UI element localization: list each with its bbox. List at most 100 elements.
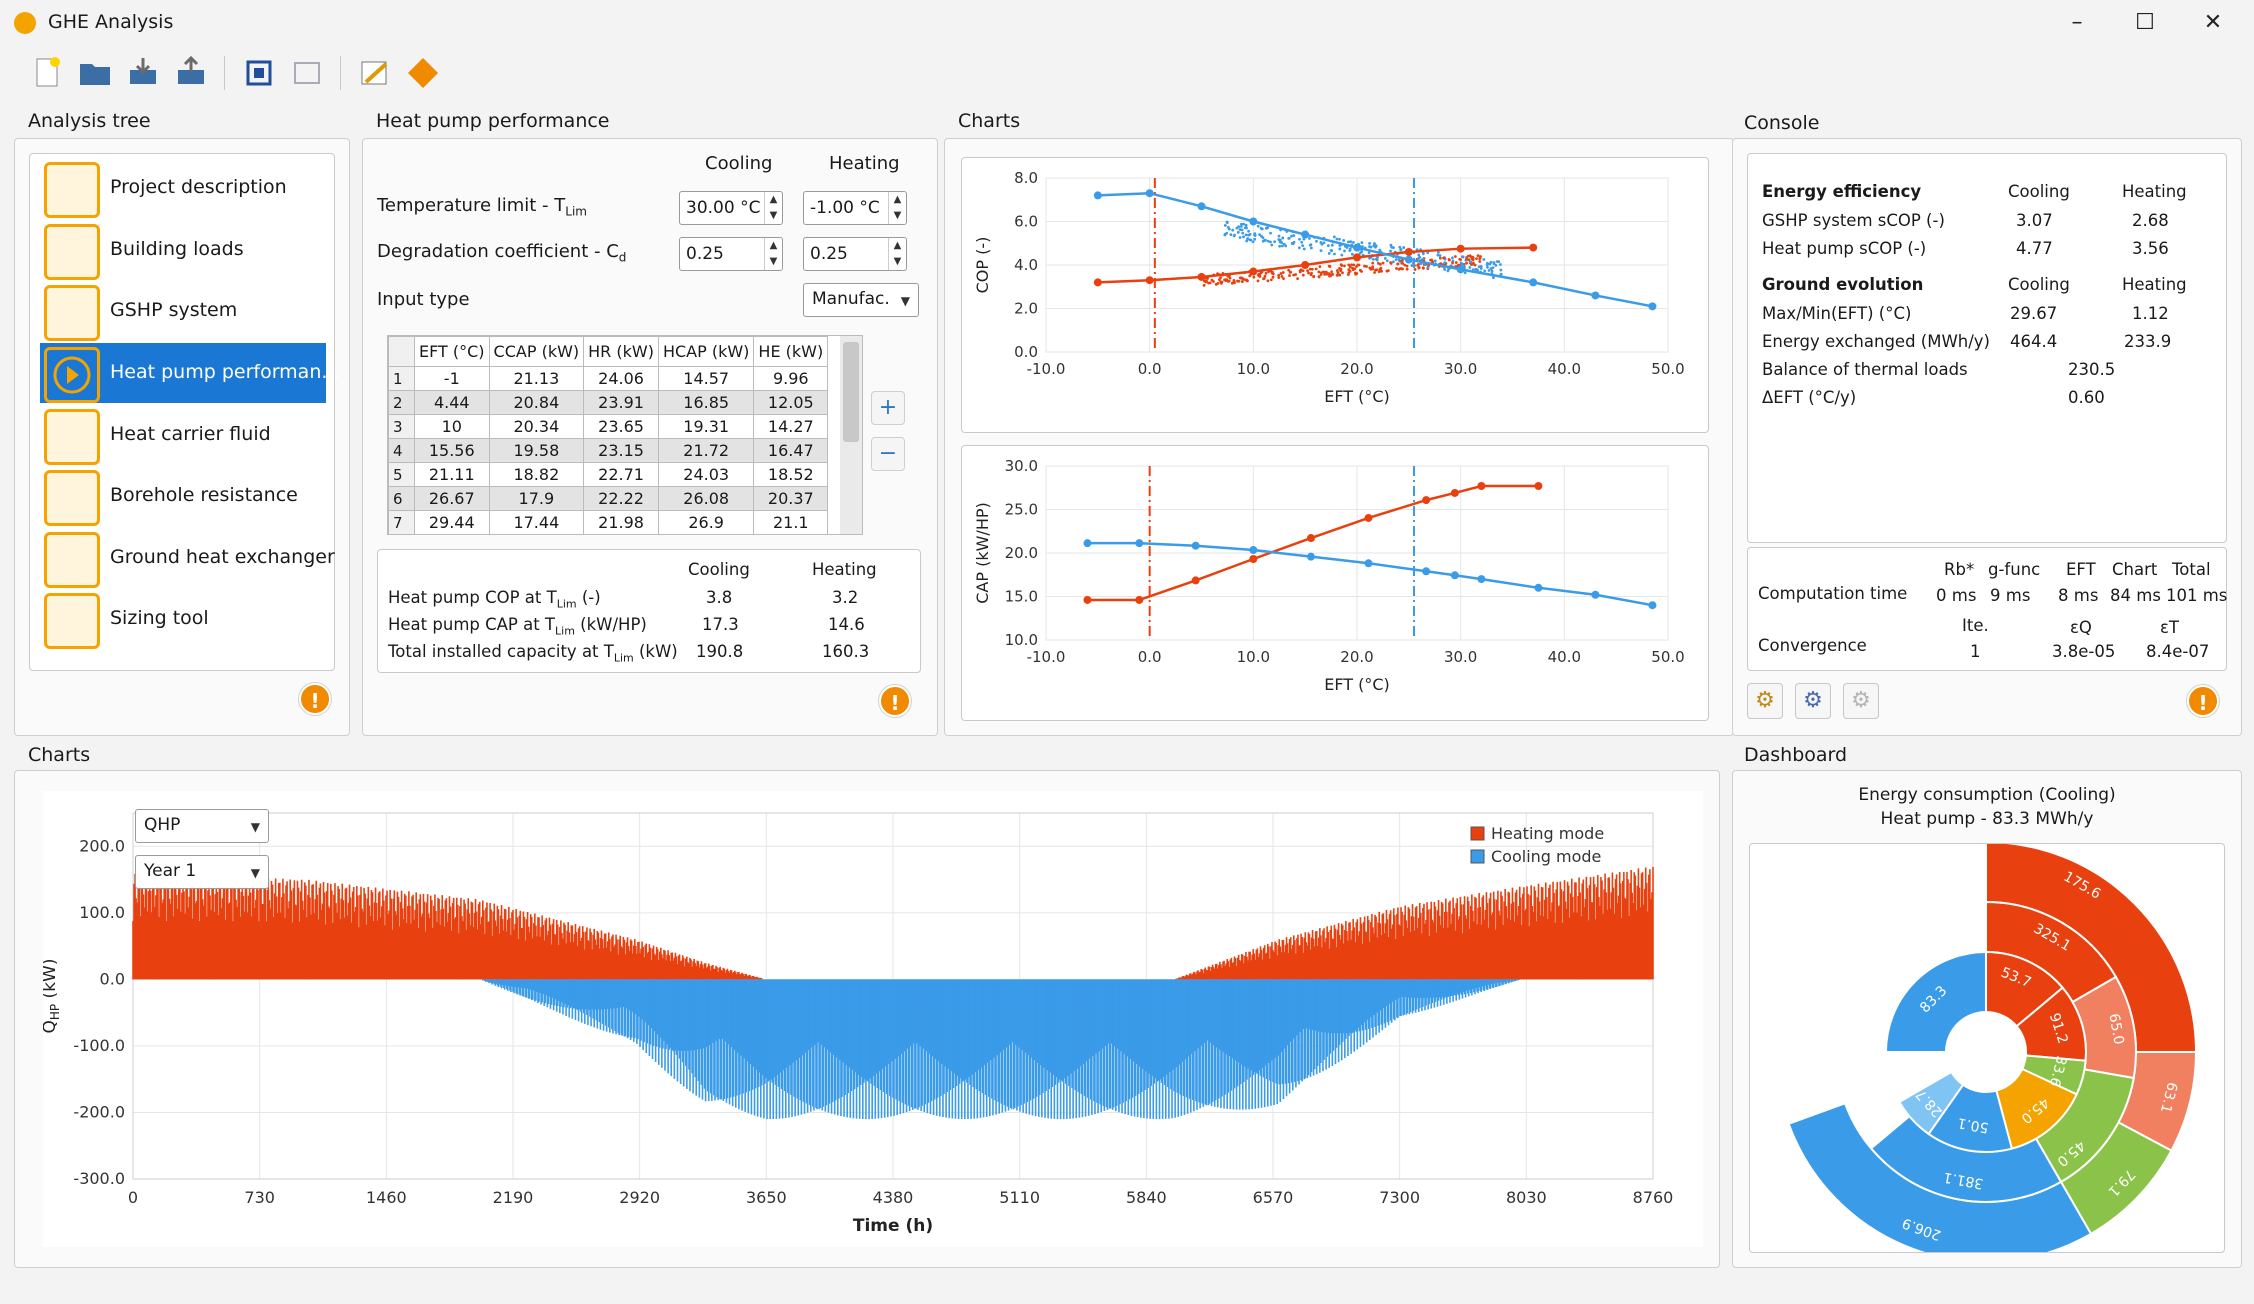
- tree-item-heat-pump-performance[interactable]: Heat pump performan...: [40, 343, 326, 403]
- x-axis-label: Time (h): [853, 1216, 933, 1236]
- tree-item-gshp-system[interactable]: GSHP system: [40, 281, 326, 341]
- disabled-gear-icon[interactable]: ⚙: [1843, 683, 1879, 719]
- scatter-point: [1237, 231, 1240, 234]
- scatter-point: [1310, 272, 1313, 275]
- toolbar: [0, 46, 2254, 102]
- scatter-point: [1278, 235, 1281, 238]
- scatter-point: [1323, 273, 1326, 276]
- scatter-point: [1309, 244, 1312, 247]
- advanced-gear-icon[interactable]: ⚙: [1795, 683, 1831, 719]
- temp-limit-label: Temperature limit - TLim: [377, 195, 587, 219]
- table-row[interactable]: 2 4.44 20.84 23.91 16.85 12.05: [389, 391, 828, 415]
- close-button[interactable]: ✕: [2190, 6, 2236, 40]
- scatter-point: [1327, 244, 1330, 247]
- input-type-select[interactable]: Manufac. ▼: [803, 283, 919, 317]
- settings-gear-icon[interactable]: ⚙: [1747, 683, 1783, 719]
- y-tick-label: 0.0: [1014, 343, 1038, 361]
- data-point: [1249, 218, 1257, 226]
- temp-limit-heating-input[interactable]: -1.00 °C ▲ ▼: [803, 191, 907, 225]
- scatter-point: [1249, 239, 1252, 242]
- col-header[interactable]: EFT (°C): [415, 337, 490, 367]
- scatter-point: [1375, 244, 1378, 247]
- add-row-button[interactable]: +: [871, 391, 905, 425]
- table-scrollbar[interactable]: [840, 336, 862, 534]
- spin-arrows-icon[interactable]: ▲ ▼: [888, 238, 906, 270]
- tree-item-ground-heat-exchanger[interactable]: Ground heat exchanger: [40, 528, 326, 588]
- series-select[interactable]: QHP ▼: [135, 809, 269, 843]
- fit-view-icon[interactable]: [240, 54, 278, 92]
- sunburst-chart[interactable]: 175.6325.153.791.2 65.063.179.145.0381.14…: [1750, 844, 2224, 1252]
- data-point: [1534, 482, 1542, 490]
- spin-arrows-icon[interactable]: ▲ ▼: [888, 192, 906, 224]
- scatter-point: [1241, 232, 1244, 235]
- degradation-cooling-input[interactable]: 0.25 ▲ ▼: [679, 237, 783, 271]
- col-header[interactable]: CCAP (kW): [489, 337, 584, 367]
- temp-limit-cooling-input[interactable]: 30.00 °C ▲ ▼: [679, 191, 783, 225]
- y-tick-label: 6.0: [1014, 213, 1038, 231]
- scatter-point: [1278, 245, 1281, 248]
- table-row[interactable]: 5 21.11 18.82 22.71 24.03 18.52: [389, 463, 828, 487]
- tree-item-sizing-tool[interactable]: Sizing tool: [40, 589, 326, 649]
- col-header[interactable]: HE (kW): [754, 337, 828, 367]
- warning-icon[interactable]: !: [879, 685, 911, 717]
- y-tick-label: 0.0: [100, 969, 125, 988]
- warning-icon[interactable]: !: [2187, 685, 2219, 717]
- qhp-chart[interactable]: 0 730 1460 2190 2920 3650 4380 5110 5840 6570 7300…: [43, 791, 1703, 1247]
- scatter-point: [1371, 262, 1374, 265]
- scatter-point: [1253, 232, 1256, 235]
- tree-item-building-loads[interactable]: Building loads: [40, 220, 326, 280]
- export-icon[interactable]: [172, 54, 210, 92]
- year-select[interactable]: Year 1 ▼: [135, 855, 269, 889]
- edit-icon[interactable]: [356, 54, 394, 92]
- summary-row-cap: Heat pump CAP at TLim (kW/HP): [388, 615, 647, 637]
- table-row[interactable]: 7 29.44 17.44 21.98 26.9 21.1: [389, 511, 828, 535]
- x-tick-label: 20.0: [1340, 360, 1373, 378]
- x-tick-label: 730: [244, 1188, 275, 1207]
- x-tick-label: 40.0: [1548, 360, 1581, 378]
- scatter-point: [1410, 264, 1413, 267]
- col-header[interactable]: HR (kW): [584, 337, 659, 367]
- y-axis-label: CAP (kW/HP): [973, 502, 992, 604]
- scatter-point: [1294, 273, 1297, 276]
- cop-chart[interactable]: -10.0 0.0 10.0 20.0 30.0 40.0 50.00.02.04.06.0…: [962, 158, 1708, 432]
- performance-table[interactable]: EFT (°C) CCAP (kW) HR (kW) HCAP (kW) HE (kW)…: [388, 336, 828, 535]
- scatter-point: [1399, 249, 1402, 252]
- scatter-point: [1470, 263, 1473, 266]
- y-tick-label: 20.0: [1005, 544, 1038, 562]
- table-row[interactable]: 4 15.56 19.58 23.15 21.72 16.47: [389, 439, 828, 463]
- scatter-point: [1483, 269, 1486, 272]
- tree-item-heat-carrier-fluid[interactable]: Heat carrier fluid: [40, 405, 326, 465]
- new-file-icon[interactable]: [28, 54, 66, 92]
- degradation-heating-input[interactable]: 0.25 ▲ ▼: [803, 237, 907, 271]
- table-row[interactable]: 3 10 20.34 23.65 19.31 14.27: [389, 415, 828, 439]
- scatter-point: [1299, 270, 1302, 273]
- scatter-point: [1336, 238, 1339, 241]
- data-point: [1529, 244, 1537, 252]
- spin-arrows-icon[interactable]: ▲ ▼: [764, 238, 782, 270]
- col-header[interactable]: HCAP (kW): [658, 337, 753, 367]
- remove-row-button[interactable]: −: [871, 437, 905, 471]
- open-folder-icon[interactable]: [76, 54, 114, 92]
- scatter-point: [1387, 269, 1390, 272]
- cap-chart[interactable]: -10.0 0.0 10.0 20.0 30.0 40.0 50.0 10.0 15.0 20.0…: [962, 446, 1708, 720]
- hexagon-icon: [44, 409, 100, 465]
- minimize-button[interactable]: –: [2054, 6, 2100, 40]
- import-icon[interactable]: [124, 54, 162, 92]
- scatter-point: [1252, 276, 1255, 279]
- screenshot-icon[interactable]: [288, 54, 326, 92]
- tree-item-borehole-resistance[interactable]: Borehole resistance: [40, 466, 326, 526]
- scatter-point: [1229, 277, 1232, 280]
- warning-icon[interactable]: !: [299, 683, 331, 715]
- spin-arrows-icon[interactable]: ▲ ▼: [764, 192, 782, 224]
- scatter-point: [1242, 235, 1245, 238]
- maximize-button[interactable]: ☐: [2122, 6, 2168, 40]
- scatter-point: [1315, 240, 1318, 243]
- scatter-point: [1203, 284, 1206, 287]
- table-row[interactable]: 6 26.67 17.9 22.22 26.08 20.37: [389, 487, 828, 511]
- tree-item-project-description[interactable]: Project description: [40, 158, 326, 218]
- table-row[interactable]: 1 -1 21.13 24.06 14.57 9.96: [389, 367, 828, 391]
- scatter-point: [1468, 266, 1471, 269]
- summary-row-cop: Heat pump COP at TLim (-): [388, 588, 601, 610]
- run-icon[interactable]: [404, 54, 442, 92]
- scatter-point: [1451, 256, 1454, 259]
